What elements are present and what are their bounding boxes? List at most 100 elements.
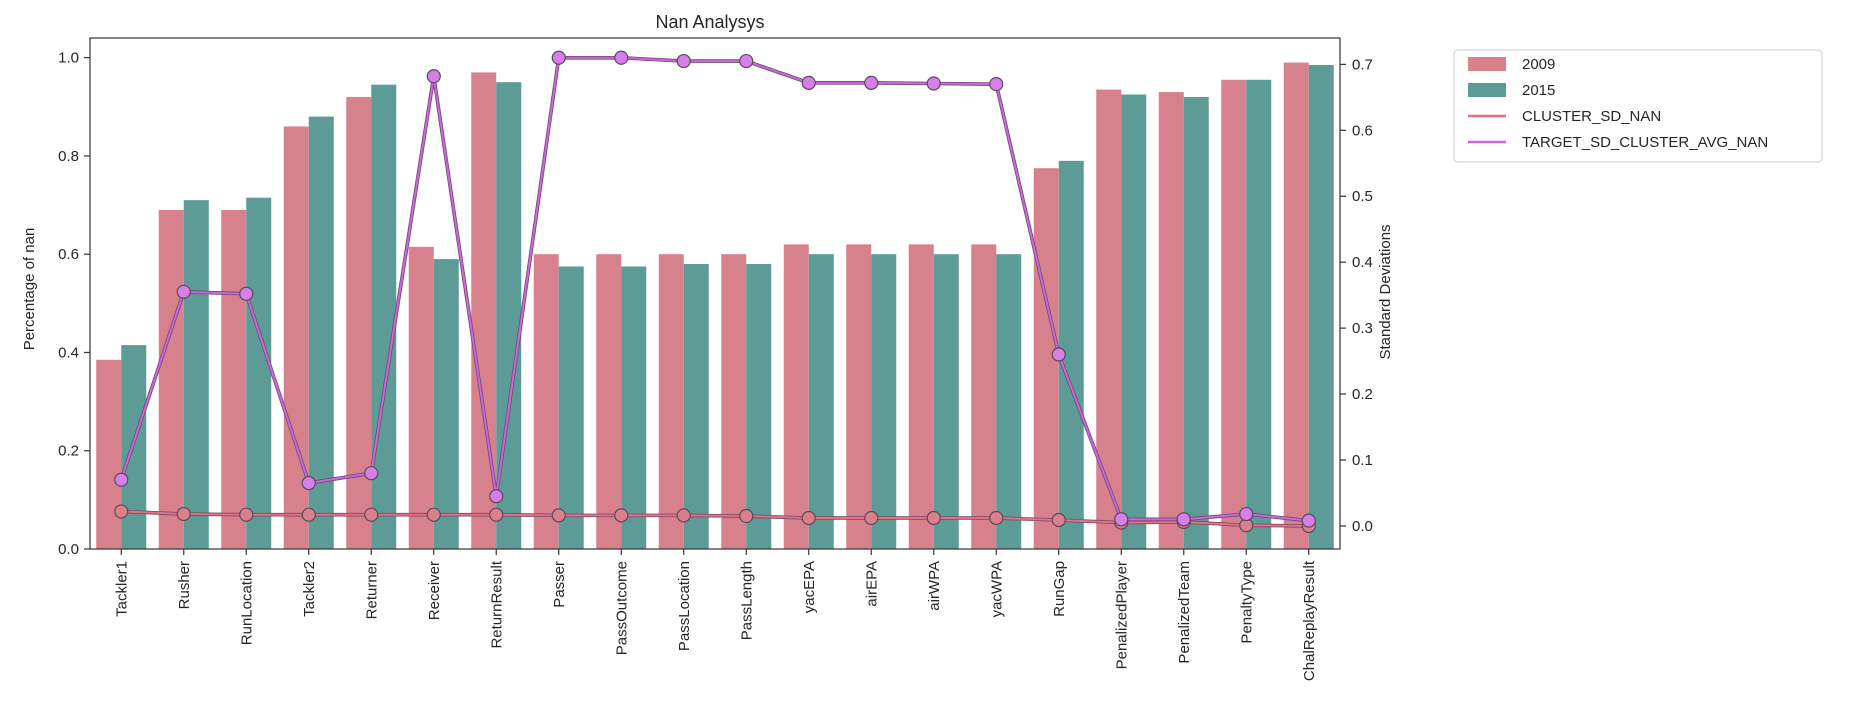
bar-2009-chalreplayresult [1283,62,1309,549]
x-tick-label: PassLength [738,561,755,640]
point-target-sd-cluster-avg-nan-passlocation [676,53,691,69]
point-cluster-sd-nan-tackler1 [114,504,129,519]
bars-layer [96,62,1334,550]
bar-2009-penaltytype [1221,79,1247,549]
lines-layer [114,50,1316,534]
point-target-sd-cluster-avg-nan-rungap [1051,347,1066,362]
legend-label-cluster-sd-nan: CLUSTER_SD_NAN [1522,108,1661,125]
point-target-sd-cluster-avg-nan-receiver [426,69,441,84]
point-cluster-sd-nan-returnresult [489,507,504,522]
point-target-sd-cluster-avg-nan-tackler1 [114,472,129,487]
point-target-sd-cluster-avg-nan-penalizedteam [1176,512,1191,527]
y2-tick-label: 0.1 [1352,452,1373,469]
point-cluster-sd-nan-rusher [176,506,191,522]
y-tick-label: 0.0 [58,541,79,558]
point-target-sd-cluster-avg-nan-passoutcome [614,50,629,65]
bar-2015-tackler2 [308,116,334,550]
bar-2015-yacepa [808,254,834,549]
x-tick-label: Tackler2 [301,561,318,617]
bar-2015-passlocation [683,264,709,549]
x-tick-label: Receiver [426,561,443,620]
point-target-sd-cluster-avg-nan-penalizedplayer [1114,512,1129,527]
y2-axis-label: Standard Deviations [1377,224,1394,359]
bar-2009-passlength [721,254,747,549]
x-tick-label: PassLocation [676,561,693,651]
point-target-sd-cluster-avg-nan-passer [551,50,566,65]
x-tick-label: RunLocation [238,561,255,645]
point-cluster-sd-nan-yacwpa [989,510,1004,526]
bar-2015-airwpa [933,254,959,549]
x-tick-label: PassOutcome [613,561,630,655]
bar-2015-yacwpa [996,254,1022,549]
bar-2015-airepa [871,254,897,549]
point-cluster-sd-nan-yacepa [801,510,816,526]
legend-label-target-sd-cluster-avg-nan: TARGET_SD_CLUSTER_AVG_NAN [1522,134,1768,151]
bar-2009-airwpa [908,244,934,549]
line-cluster-sd-nan [121,510,1309,527]
y2-tick-label: 0.5 [1352,188,1373,205]
point-target-sd-cluster-avg-nan-airepa [864,75,879,90]
bar-2009-yacwpa [971,244,997,549]
point-cluster-sd-nan-airepa [864,510,879,526]
legend-swatch-2009 [1468,57,1506,71]
point-cluster-sd-nan-passoutcome [614,508,629,523]
y-tick-label: 0.4 [58,344,79,361]
x-tick-label: ChalReplayResult [1301,560,1318,681]
x-tick-label: PenalizedPlayer [1113,561,1130,669]
bar-2015-rusher [183,200,209,549]
y2-tick-label: 0.4 [1352,254,1373,271]
bar-2009-tackler1 [96,359,122,549]
point-target-sd-cluster-avg-nan-passlength [739,53,754,69]
point-target-sd-cluster-avg-nan-yacepa [801,75,816,90]
x-tick-label: airEPA [863,561,880,607]
y2-tick-label: 0.6 [1352,122,1373,139]
y2-tick-label: 0.0 [1352,518,1373,535]
y-tick-label: 0.2 [58,443,79,460]
bar-2009-receiver [408,246,434,549]
legend-swatch-2015 [1468,83,1506,97]
legend-label-2015: 2015 [1522,82,1555,99]
y2-tick-label: 0.2 [1352,386,1373,403]
x-tick-label: Tackler1 [113,561,130,617]
point-cluster-sd-nan-passer [551,508,566,523]
bar-2015-penaltytype [1246,79,1272,549]
point-cluster-sd-nan-receiver [426,507,441,522]
bar-2009-runlocation [221,209,247,549]
point-cluster-sd-nan-tackler2 [301,507,316,522]
bar-2015-returner [371,84,397,550]
bar-2009-penalizedplayer [1096,89,1122,549]
bar-2015-receiver [433,259,459,549]
bar-2015-penalizedplayer [1121,94,1147,549]
bar-2015-runlocation [246,197,272,549]
x-tick-label: Passer [551,561,568,608]
y2-tick-label: 0.7 [1352,56,1373,73]
point-target-sd-cluster-avg-nan-chalreplayresult [1301,513,1316,528]
chart-title: Nan Analysys [655,12,764,32]
point-cluster-sd-nan-passlength [739,508,754,524]
point-target-sd-cluster-avg-nan-airwpa [926,76,941,91]
x-tick-label: Returner [363,561,380,619]
point-target-sd-cluster-avg-nan-yacwpa [989,77,1004,92]
bar-2009-passoutcome [596,254,622,549]
y-axis-label: Percentage of nan [21,228,38,351]
point-target-sd-cluster-avg-nan-returner [364,466,379,481]
point-cluster-sd-nan-rungap [1051,512,1066,528]
x-tick-label: ReturnResult [488,560,505,648]
x-tick-label: PenaltyType [1238,561,1255,644]
point-target-sd-cluster-avg-nan-tackler2 [301,475,316,491]
bar-2009-yacepa [783,244,809,549]
point-cluster-sd-nan-passlocation [676,508,691,523]
x-tick-label: PenalizedTeam [1176,561,1193,664]
x-tick-label: airWPA [926,561,943,611]
point-target-sd-cluster-avg-nan-penaltytype [1239,506,1254,522]
bar-2009-passer [533,254,559,549]
plot-frame [89,37,1341,550]
bar-2015-passoutcome [621,266,647,549]
x-tick-label: RunGap [1051,561,1068,617]
bar-2015-passlength [746,264,772,549]
bar-2009-passlocation [658,254,684,549]
y-tick-label: 1.0 [58,50,79,67]
bar-2015-passer [558,266,584,549]
bar-2015-penalizedteam [1183,96,1209,550]
